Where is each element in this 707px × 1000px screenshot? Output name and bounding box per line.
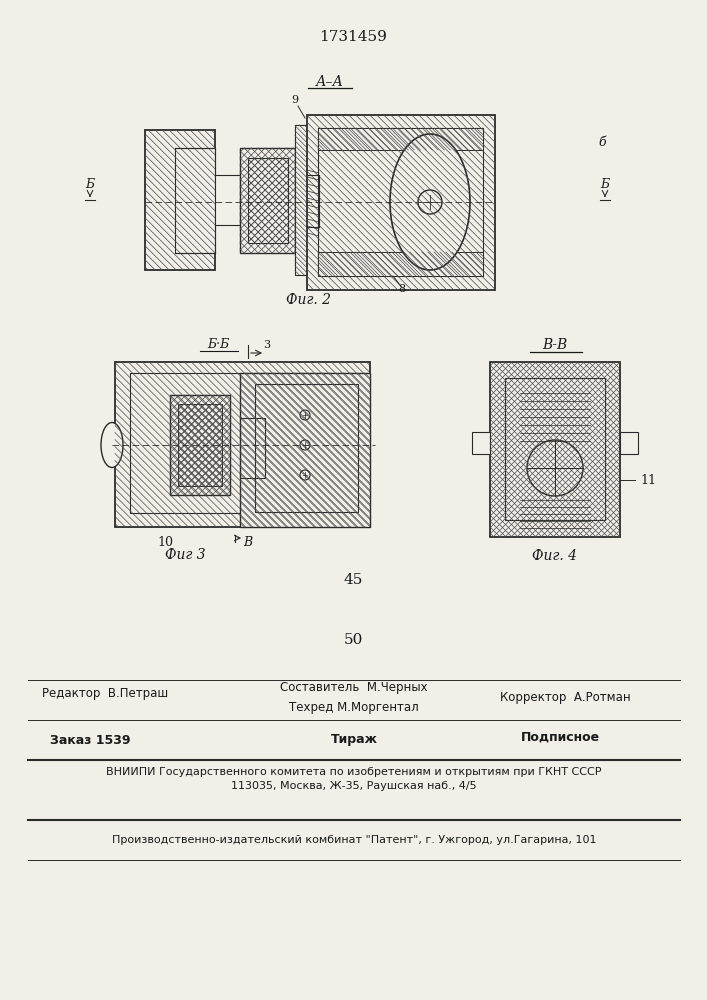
Circle shape bbox=[418, 190, 442, 214]
Bar bbox=[490, 362, 620, 537]
Bar bbox=[307, 115, 495, 290]
Circle shape bbox=[527, 440, 583, 496]
Circle shape bbox=[300, 440, 310, 450]
Text: Составитель  М.Черных: Составитель М.Черных bbox=[280, 682, 428, 694]
Text: Фиг. 2: Фиг. 2 bbox=[286, 293, 330, 307]
Text: 9: 9 bbox=[291, 95, 298, 105]
Bar bbox=[130, 373, 355, 513]
Bar bbox=[170, 395, 230, 495]
Bar bbox=[215, 175, 240, 225]
Ellipse shape bbox=[390, 134, 470, 270]
Text: Фиг. 4: Фиг. 4 bbox=[532, 549, 578, 563]
Bar bbox=[115, 362, 370, 527]
Text: 50: 50 bbox=[344, 633, 363, 647]
Bar bbox=[248, 158, 288, 243]
Text: Тираж: Тираж bbox=[330, 734, 378, 746]
Text: В: В bbox=[243, 536, 252, 548]
Bar bbox=[318, 252, 483, 276]
Circle shape bbox=[300, 410, 310, 420]
Bar bbox=[318, 128, 483, 276]
Text: 11: 11 bbox=[640, 474, 656, 487]
Text: В-В: В-В bbox=[542, 338, 568, 352]
Text: Заказ 1539: Заказ 1539 bbox=[49, 734, 130, 746]
Text: 3: 3 bbox=[264, 340, 271, 350]
Text: Б: Б bbox=[86, 178, 95, 192]
Bar bbox=[145, 130, 215, 270]
Text: ВНИИПИ Государственного комитета по изобретениям и открытиям при ГКНТ СССР: ВНИИПИ Государственного комитета по изоб… bbox=[106, 767, 602, 777]
Text: Б·Б: Б·Б bbox=[207, 338, 229, 352]
Text: Производственно-издательский комбинат "Патент", г. Ужгород, ул.Гагарина, 101: Производственно-издательский комбинат "П… bbox=[112, 835, 596, 845]
Bar bbox=[175, 148, 215, 253]
Ellipse shape bbox=[101, 422, 123, 468]
Text: 113035, Москва, Ж-35, Раушская наб., 4/5: 113035, Москва, Ж-35, Раушская наб., 4/5 bbox=[231, 781, 477, 791]
Bar bbox=[178, 404, 222, 486]
Text: 45: 45 bbox=[344, 573, 363, 587]
Bar bbox=[240, 148, 295, 253]
Bar bbox=[318, 128, 483, 150]
Text: 8: 8 bbox=[399, 284, 406, 294]
Text: 10: 10 bbox=[157, 536, 173, 548]
Bar bbox=[505, 378, 605, 520]
Bar bbox=[240, 418, 265, 478]
Bar bbox=[248, 158, 288, 243]
Text: 1731459: 1731459 bbox=[319, 30, 387, 44]
Bar bbox=[620, 432, 638, 454]
Text: Редактор  В.Петраш: Редактор В.Петраш bbox=[42, 686, 168, 700]
Text: А–А: А–А bbox=[316, 75, 344, 89]
Polygon shape bbox=[255, 384, 358, 512]
Bar bbox=[295, 125, 307, 275]
Text: Техред М.Моргентал: Техред М.Моргентал bbox=[289, 702, 419, 714]
Text: Б: Б bbox=[600, 178, 609, 192]
Polygon shape bbox=[240, 373, 370, 527]
Text: б: б bbox=[598, 135, 606, 148]
Bar bbox=[178, 404, 222, 486]
Text: Корректор  А.Ротман: Корректор А.Ротман bbox=[500, 692, 631, 704]
Text: Фиг 3: Фиг 3 bbox=[165, 548, 205, 562]
Text: Подписное: Подписное bbox=[520, 730, 600, 744]
Bar bbox=[472, 432, 490, 454]
Circle shape bbox=[300, 470, 310, 480]
